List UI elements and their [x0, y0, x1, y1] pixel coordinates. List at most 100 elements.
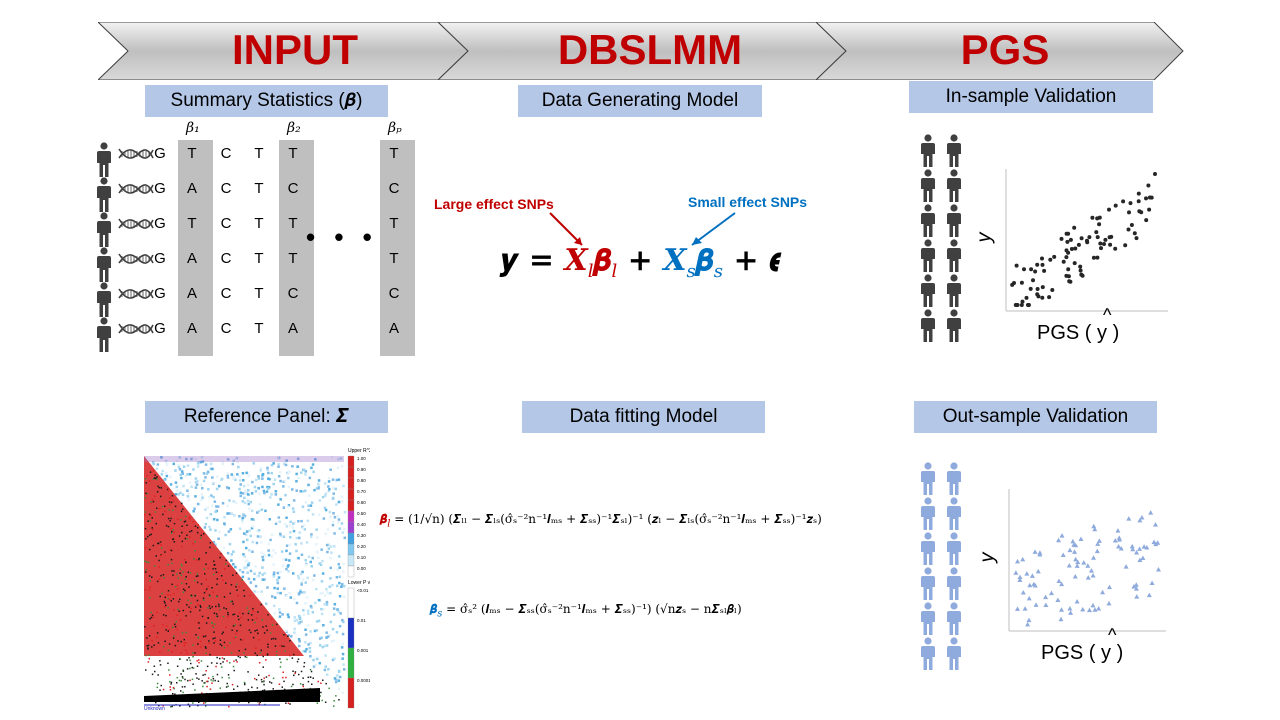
heatmap-cell: [159, 595, 161, 598]
heatmap-cell: [274, 645, 277, 647]
data-point: [1149, 580, 1155, 585]
heatmap-cell: [337, 687, 341, 691]
genotype-cell: A: [287, 320, 298, 337]
data-point: [1100, 589, 1106, 595]
heatmap-cell: [264, 509, 267, 513]
heatmap-cell: [337, 610, 341, 613]
heatmap-cell: [286, 472, 290, 475]
heatmap-cell: [145, 569, 147, 571]
heatmap-cell: [234, 478, 237, 481]
heatmap-cell: [266, 654, 269, 656]
heatmap-cell: [224, 563, 227, 565]
heatmap-cell: [243, 589, 245, 592]
heatmap-cell: [272, 571, 276, 574]
heatmap-cell: [243, 555, 246, 558]
heatmap-cell: [207, 470, 210, 474]
data-point: [1066, 274, 1071, 279]
heatmap-cell: [216, 615, 219, 618]
heatmap-cell: [162, 705, 164, 707]
heatmap-cell: [241, 520, 244, 524]
lower-legend-title: Lower P value: [348, 580, 370, 586]
heatmap-cell: [186, 464, 190, 467]
heatmap-cell: [309, 504, 313, 507]
heatmap-cell: [165, 524, 168, 527]
heatmap-cell: [230, 512, 233, 515]
heatmap-cell: [222, 579, 224, 581]
heatmap-cell: [155, 701, 157, 704]
heatmap-cell: [188, 657, 190, 659]
genotype-cell: A: [388, 320, 399, 337]
heatmap-cell: [150, 611, 152, 614]
heatmap-cell: [241, 570, 245, 574]
heatmap-cell: [153, 644, 155, 646]
heatmap-cell: [182, 571, 184, 573]
beta-small-symbol: 𝜷̂: [430, 602, 438, 616]
beta-large-rhs: = (1/√n) (𝜮ₗₗ − 𝜮ₗₛ(σ̂ₛ⁻²n⁻¹𝑰ₘₛ + 𝜮ₛₛ)⁻¹…: [394, 512, 822, 526]
heatmap-cell: [172, 538, 174, 541]
heatmap-cell: [174, 644, 177, 647]
heatmap-cell: [183, 642, 185, 644]
heatmap-cell: [217, 537, 220, 540]
banner-segment-input: [98, 22, 469, 80]
heatmap-cell: [295, 601, 299, 605]
heatmap-cell: [184, 520, 187, 522]
heatmap-cell: [342, 663, 345, 666]
heatmap-cell: [211, 606, 213, 608]
data-point: [1064, 255, 1069, 260]
person-icon: [947, 462, 961, 495]
data-point: [1015, 606, 1021, 611]
heatmap-cell: [208, 642, 210, 644]
genotype-cell: A: [186, 285, 197, 302]
heatmap-cell: [159, 664, 162, 666]
heatmap-cell: [181, 472, 184, 475]
data-point: [1022, 606, 1028, 611]
heatmap-cell: [284, 558, 288, 561]
large-effect-annotation: Large effect SNPs: [434, 196, 554, 212]
heatmap-cell: [258, 571, 261, 575]
heatmap-cell: [207, 567, 210, 569]
heatmap-cell: [276, 591, 280, 595]
heatmap-cell: [300, 620, 303, 623]
heatmap-cell: [268, 674, 270, 677]
heatmap-cell: [167, 488, 170, 491]
heatmap-cell: [247, 563, 250, 567]
heatmap-cell: [254, 565, 257, 568]
heatmap-cell: [278, 683, 281, 685]
heatmap-cell: [260, 508, 264, 511]
heatmap-cell: [308, 476, 312, 480]
heatmap-cell: [158, 559, 160, 562]
heatmap-cell: [241, 516, 244, 520]
heatmap-cell: [176, 628, 179, 631]
heatmap-cell: [277, 576, 281, 579]
data-point: [1027, 582, 1033, 588]
heatmap-cell: [177, 600, 180, 603]
eq-x-small: 𝑿: [663, 243, 687, 278]
heatmap-cell: [155, 522, 157, 525]
data-point: [1115, 528, 1121, 533]
heatmap-cell: [225, 486, 229, 489]
heatmap-cell: [330, 640, 334, 643]
heatmap-cell: [223, 658, 225, 660]
heatmap-cell: [251, 509, 254, 513]
heatmap-cell: [325, 588, 328, 591]
heatmap-cell: [150, 501, 152, 503]
heatmap-cell: [260, 551, 263, 554]
data-point: [1096, 605, 1102, 611]
heatmap-cell: [152, 462, 156, 466]
heatmap-cell: [198, 659, 200, 661]
heatmap-cell: [315, 587, 318, 591]
heatmap-cell: [223, 515, 226, 519]
heatmap-cell: [268, 486, 271, 489]
heatmap-cell: [204, 646, 207, 648]
heatmap-cell: [230, 584, 233, 586]
heatmap-cell: [148, 657, 150, 660]
heatmap-cell: [285, 629, 288, 632]
data-point: [1144, 196, 1148, 201]
heatmap-cell: [196, 573, 199, 575]
heatmap-cell: [174, 469, 177, 472]
heatmap-cell: [196, 599, 199, 602]
heatmap-cell: [259, 701, 261, 704]
in-sample-validation-box: In-sample Validation: [909, 81, 1153, 113]
upper-legend-tick: 0.10: [357, 555, 366, 560]
heatmap-cell: [317, 487, 320, 490]
